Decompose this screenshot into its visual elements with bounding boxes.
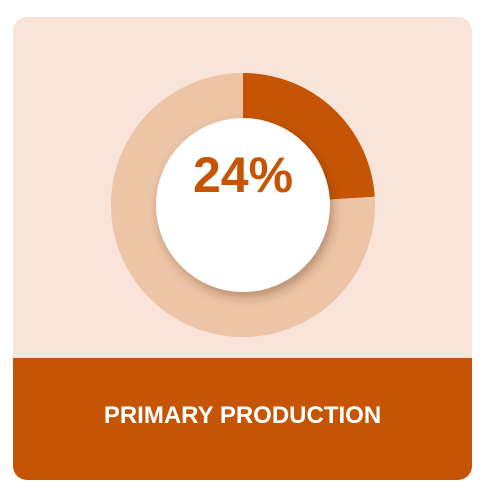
donut-center — [156, 118, 330, 292]
percentage-value: 24% — [192, 147, 294, 203]
donut-chart — [111, 72, 376, 337]
category-label: PRIMARY PRODUCTION — [103, 402, 382, 429]
stat-card: 24% PRIMARY PRODUCTION — [13, 17, 472, 480]
donut-chart-area: 24% — [13, 17, 472, 358]
footer-banner: PRIMARY PRODUCTION — [13, 358, 472, 480]
